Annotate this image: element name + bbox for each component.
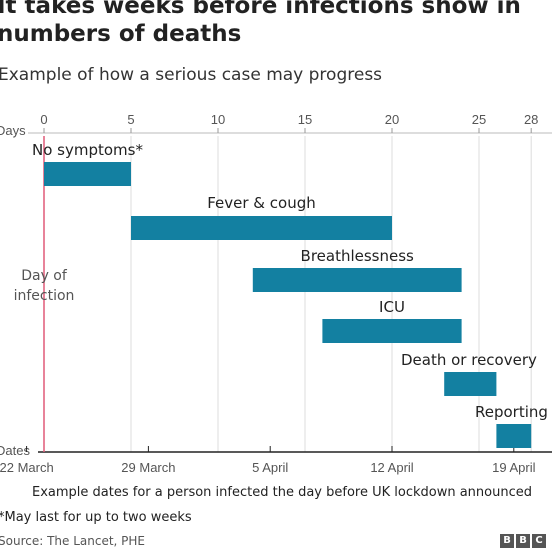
bbc-logo-letter: B — [500, 534, 514, 548]
stage-bar — [444, 372, 497, 396]
days-tick-label: 5 — [127, 112, 134, 127]
stage-labels: No symptoms* Fever & cough Breathlessness I… — [32, 141, 548, 421]
dates-tick-label: 22 March — [0, 460, 54, 475]
stage-label: ICU — [379, 298, 405, 316]
dates-tick-label: 29 March — [121, 460, 175, 475]
grid-lines — [130, 136, 532, 452]
stage-label: Fever & cough — [207, 194, 316, 212]
axes: Days 0 5 10 15 20 25 28 Dates 22 March 29 March 5 A… — [0, 112, 552, 500]
bbc-logo: B B C — [500, 534, 546, 548]
dates-tick-label: 19 April — [492, 460, 535, 475]
days-tick-label: 25 — [472, 112, 486, 127]
stage-label: Death or recovery — [401, 351, 537, 369]
days-axis-label: Days — [0, 123, 26, 138]
days-tick-label: 0 — [40, 112, 47, 127]
days-tick-label: 15 — [298, 112, 312, 127]
dates-axis-label: Dates — [0, 443, 30, 458]
days-tick-label: 10 — [211, 112, 225, 127]
dates-tick-label: 5 April — [252, 460, 288, 475]
chart-title: It takes weeks before infections show in… — [0, 0, 521, 47]
footnote: *May last for up to two weeks — [0, 510, 192, 525]
days-tick-label: 28 — [524, 112, 538, 127]
stage-bar — [322, 319, 462, 343]
stage-bar — [496, 424, 532, 448]
bbc-logo-letter: B — [516, 534, 530, 548]
infection-marker-label: infection — [14, 288, 75, 304]
stage-label: Breathlessness — [301, 247, 415, 265]
stage-bar — [44, 162, 131, 186]
source-note: Source: The Lancet, PHE — [0, 534, 146, 548]
stage-label: No symptoms* — [32, 141, 143, 159]
dates-axis-caption: Example dates for a person infected the … — [32, 485, 532, 500]
chart-subtitle: Example of how a serious case may progre… — [0, 65, 383, 85]
stage-bar — [252, 268, 462, 292]
stage-bar — [131, 216, 392, 240]
bbc-logo-letter: C — [532, 534, 546, 548]
stage-bars — [44, 162, 532, 448]
days-tick-label: 20 — [385, 112, 399, 127]
infection-marker-label: Day of — [21, 268, 68, 284]
stage-label: Reporting — [475, 403, 548, 421]
dates-tick-label: 12 April — [370, 460, 413, 475]
